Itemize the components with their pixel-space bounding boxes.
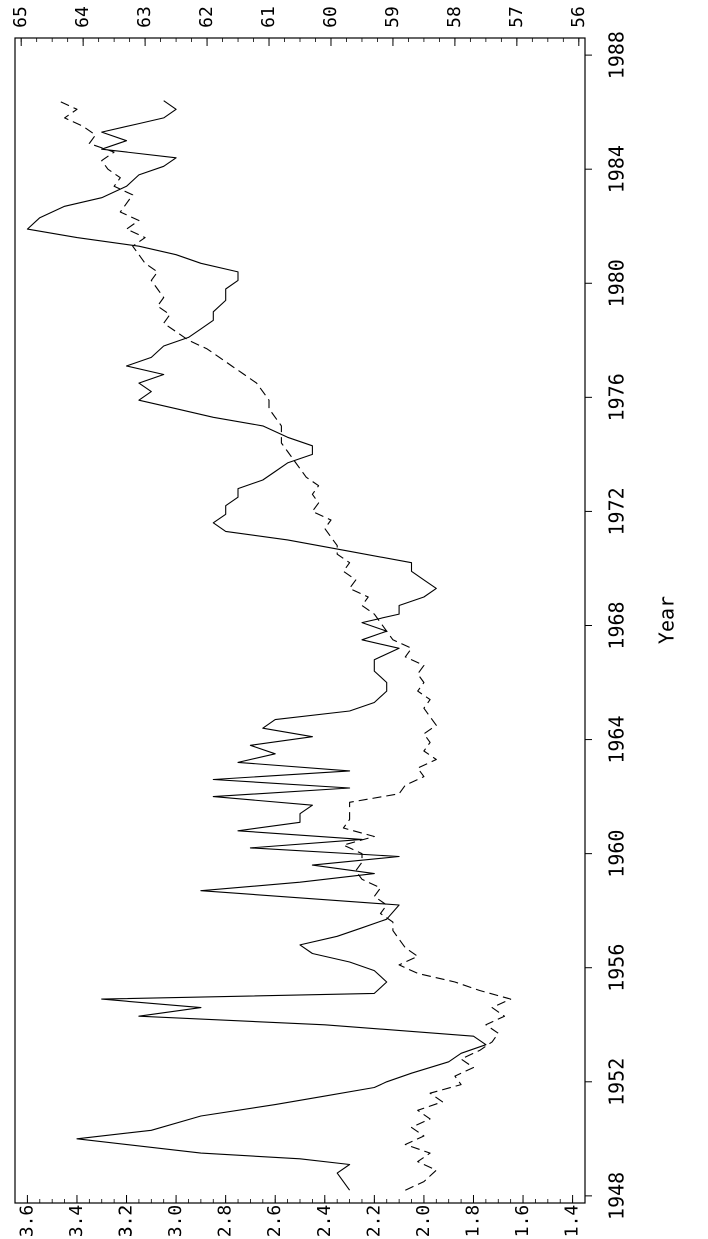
right-axis-tick-label: 59 — [382, 6, 403, 28]
right-axis-tick-label: 58 — [444, 6, 465, 28]
left-axis: 1.41.61.82.02.22.42.62.83.03.23.23.43.6 — [16, 1195, 583, 1238]
right-axis-tick-label: 63 — [134, 6, 155, 28]
right-axis-tick-label: 64 — [72, 6, 93, 28]
series-line-dashed — [58, 100, 512, 1191]
left-axis-tick-label: 3.0 — [165, 1205, 186, 1238]
left-axis-tick-label: 2.6 — [264, 1205, 285, 1238]
right-axis: 56 57 58 59 60 61 62 63 64 65 — [10, 6, 589, 46]
left-axis-tick-label: 2.0 — [413, 1205, 434, 1238]
x-axis-tick-label: 1976 — [605, 373, 629, 421]
x-axis-label: Year — [655, 596, 679, 644]
x-axis-tick-label: 1948 — [605, 1172, 629, 1220]
left-axis-tick-label: 3.6 — [16, 1205, 37, 1238]
x-axis-tick-label: 1952 — [605, 1058, 629, 1106]
right-axis-tick-label: 61 — [258, 6, 279, 28]
x-axis-tick-label: 1964 — [605, 715, 629, 763]
right-axis-tick-label: 57 — [506, 6, 527, 28]
right-axis-tick-label: 62 — [196, 6, 217, 28]
left-axis-tick-label: 1.6 — [512, 1205, 533, 1238]
x-axis: 1948 1952 1956 1960 1964 1968 1972 1976 1980 1984… — [585, 31, 629, 1220]
right-axis-tick-label: 60 — [320, 6, 341, 28]
x-axis-tick-label: 1956 — [605, 944, 629, 992]
left-axis-tick-label: 2.2 — [363, 1205, 384, 1238]
left-axis-tick-label: 3.2 — [116, 1205, 137, 1238]
x-axis-tick-label: 1980 — [605, 259, 629, 307]
left-axis-tick-label: 1.8 — [462, 1205, 483, 1238]
left-axis-tick-label: 3.4 — [66, 1205, 87, 1238]
left-axis-tick-label: 1.4 — [562, 1205, 583, 1238]
x-axis-tick-label: 1968 — [605, 601, 629, 649]
x-axis-tick-label: 1972 — [605, 487, 629, 535]
left-axis-tick-label: 2.4 — [314, 1205, 335, 1238]
x-axis-tick-label: 1988 — [605, 31, 629, 79]
x-axis-tick-label: 1960 — [605, 830, 629, 878]
series-layer — [26, 100, 512, 1191]
x-axis-tick-label: 1984 — [605, 145, 629, 193]
right-axis-tick-label: 56 — [568, 6, 589, 28]
right-axis-tick-label: 65 — [10, 6, 31, 28]
left-axis-tick-label: 2.8 — [215, 1205, 236, 1238]
left-axis-tick-label: 3.2 — [116, 1205, 137, 1238]
series-line-solid — [26, 100, 487, 1191]
